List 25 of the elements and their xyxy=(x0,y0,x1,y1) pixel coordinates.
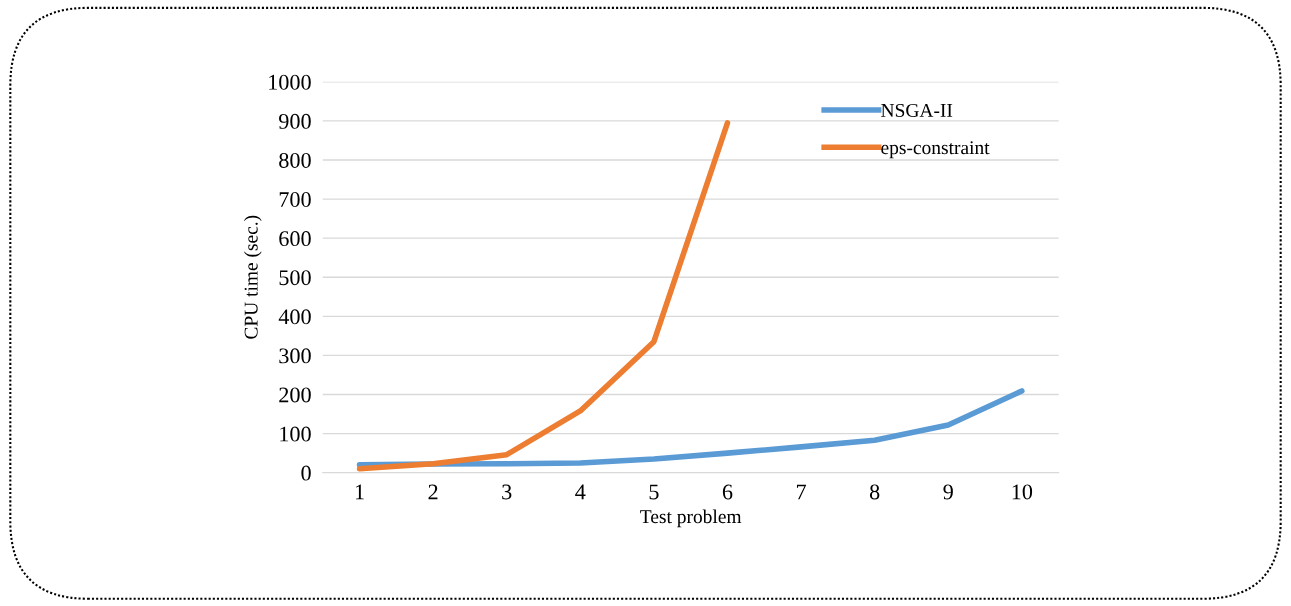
x-tick-label: 5 xyxy=(649,484,659,500)
x-tick-label: 3 xyxy=(502,484,512,500)
x-tick-label: 7 xyxy=(796,484,806,500)
x-tick-label: 10 xyxy=(1012,484,1033,500)
y-tick-label: 1000 xyxy=(269,74,311,90)
y-tick-label: 0 xyxy=(301,465,311,481)
x-axis-title: Test problem xyxy=(640,509,742,528)
x-tick-label: 1 xyxy=(355,484,364,500)
x-tick-label: 8 xyxy=(869,484,880,500)
y-tick-label: 200 xyxy=(279,387,311,403)
x-tick-label: 4 xyxy=(575,484,586,500)
x-tick-label: 9 xyxy=(943,484,953,500)
x-tick-label: 2 xyxy=(428,484,438,500)
y-tick-label: 700 xyxy=(279,192,311,207)
y-tick-label: 100 xyxy=(280,426,311,442)
y-tick-label: 800 xyxy=(279,152,311,168)
x-tick-label: 6 xyxy=(722,484,733,500)
y-tick-label: 500 xyxy=(279,270,311,286)
y-tick-label: 900 xyxy=(279,113,311,129)
y-axis-title: CPU time (sec.) xyxy=(244,215,262,339)
y-tick-label: 400 xyxy=(278,309,311,325)
y-tick-label: 600 xyxy=(279,231,311,247)
legend-label: eps-constraint xyxy=(881,141,990,159)
y-tick-label: 300 xyxy=(279,348,311,364)
legend-label: NSGA-II xyxy=(881,103,953,118)
